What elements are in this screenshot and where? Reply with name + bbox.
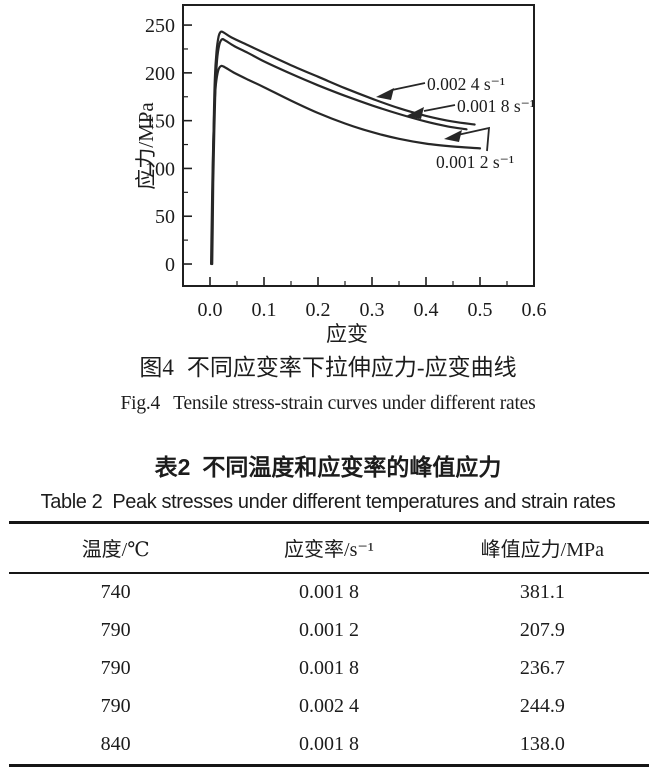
cell-peak-stress: 138.0 [519, 732, 565, 755]
table-row: 740 0.001 8 381.1 [9, 573, 649, 612]
cell-temperature: 790 [100, 656, 131, 679]
figure-caption-en: Fig.4 Tensile stress-strain curves under … [0, 393, 656, 415]
arrowhead-icon [406, 107, 424, 119]
table-number-zh: 表2 [154, 453, 191, 480]
x-tick-label: 0.6 [522, 299, 547, 321]
cell-peak-stress: 244.9 [519, 694, 565, 717]
cell-strain-rate: 0.001 2 [298, 618, 359, 641]
leader-line [391, 82, 426, 91]
figure-caption-zh-text: 不同应变率下拉伸应力-应变曲线 [186, 355, 517, 380]
arrowhead-icon [444, 130, 462, 142]
axis-ticks: 0.0 0.1 0.2 0.3 0.4 0.5 0.6 0 50 100 150 200 250 [145, 15, 547, 321]
curves [210, 30, 482, 266]
leader-elbow-line [452, 126, 491, 152]
table-row: 790 0.001 8 236.7 [9, 650, 649, 688]
y-tick-label: 200 [145, 63, 175, 85]
x-tick-label: 0.2 [306, 299, 331, 321]
cell-temperature: 790 [100, 694, 131, 717]
y-tick-label: 250 [145, 15, 175, 37]
stress-strain-chart: 0.0 0.1 0.2 0.3 0.4 0.5 0.6 0 50 100 150 200 250 0.0… [134, 4, 547, 346]
cell-peak-stress: 207.9 [519, 618, 565, 641]
curve-rate-0.0012 [210, 64, 482, 266]
annotation-label: 0.001 8 s⁻¹ [457, 96, 535, 116]
annotation-label: 0.001 2 s⁻¹ [436, 152, 514, 172]
y-tick-label: 100 [145, 158, 175, 180]
figure-number-en: Fig.4 [120, 393, 161, 415]
table-title-en-text: Peak stresses under different temperatur… [112, 490, 616, 513]
table-row: 790 0.001 2 207.9 [9, 612, 649, 650]
figure-caption-zh: 图4 不同应变率下拉伸应力-应变曲线 [0, 355, 656, 380]
cell-strain-rate: 0.001 8 [298, 656, 359, 679]
column-header-strain-rate: 应变率/s⁻¹ [222, 522, 436, 574]
cell-strain-rate: 0.001 8 [298, 580, 359, 603]
table-title-en: Table 2 Peak stresses under different tem… [0, 490, 656, 513]
x-tick-label: 0.1 [252, 299, 277, 321]
annotation-rate-0.0012: 0.001 2 s⁻¹ [436, 126, 514, 172]
column-header-temperature: 温度/℃ [9, 522, 223, 574]
x-tick-label: 0.3 [360, 299, 385, 321]
table-row: 840 0.001 8 138.0 [9, 726, 649, 766]
cell-temperature: 740 [100, 580, 131, 603]
column-header-peak-stress: 峰值应力/MPa [435, 522, 649, 574]
annotation-label: 0.002 4 s⁻¹ [427, 74, 505, 94]
x-axis-label: 应变 [326, 322, 368, 346]
curve-rate-0.0018 [211, 37, 468, 266]
plot-frame [182, 4, 535, 287]
leader-line [423, 104, 456, 112]
table-number-en: Table 2 [40, 490, 103, 513]
cell-strain-rate: 0.001 8 [298, 732, 359, 755]
figure-caption-en-text: Tensile stress-strain curves under diffe… [173, 393, 536, 415]
cell-strain-rate: 0.002 4 [298, 694, 359, 717]
table-row: 790 0.002 4 244.9 [9, 688, 649, 726]
cell-peak-stress: 381.1 [519, 580, 565, 603]
curve-rate-0.0024 [210, 30, 476, 266]
peak-stress-table: 温度/℃ 应变率/s⁻¹ 峰值应力/MPa 740 0.001 8 381.1 … [9, 520, 649, 767]
figure-number-zh: 图4 [139, 355, 174, 380]
x-tick-label: 0.0 [198, 299, 223, 321]
arrowhead-icon [376, 88, 394, 100]
y-tick-label: 0 [165, 254, 175, 276]
x-tick-label: 0.5 [468, 299, 493, 321]
annotation-rate-0.0024: 0.002 4 s⁻¹ [376, 74, 505, 100]
table-title-zh-text: 不同温度和应变率的峰值应力 [202, 453, 502, 480]
table-header-row: 温度/℃ 应变率/s⁻¹ 峰值应力/MPa [9, 522, 649, 574]
table-title-zh: 表2 不同温度和应变率的峰值应力 [0, 455, 656, 479]
y-axis-label: 应力/MPa [134, 102, 158, 190]
x-tick-label: 0.4 [414, 299, 439, 321]
y-tick-label: 150 [145, 111, 175, 133]
cell-temperature: 840 [100, 732, 131, 755]
annotation-rate-0.0018: 0.001 8 s⁻¹ [406, 96, 535, 119]
y-tick-label: 50 [155, 206, 175, 228]
cell-temperature: 790 [100, 618, 131, 641]
cell-peak-stress: 236.7 [519, 656, 565, 679]
